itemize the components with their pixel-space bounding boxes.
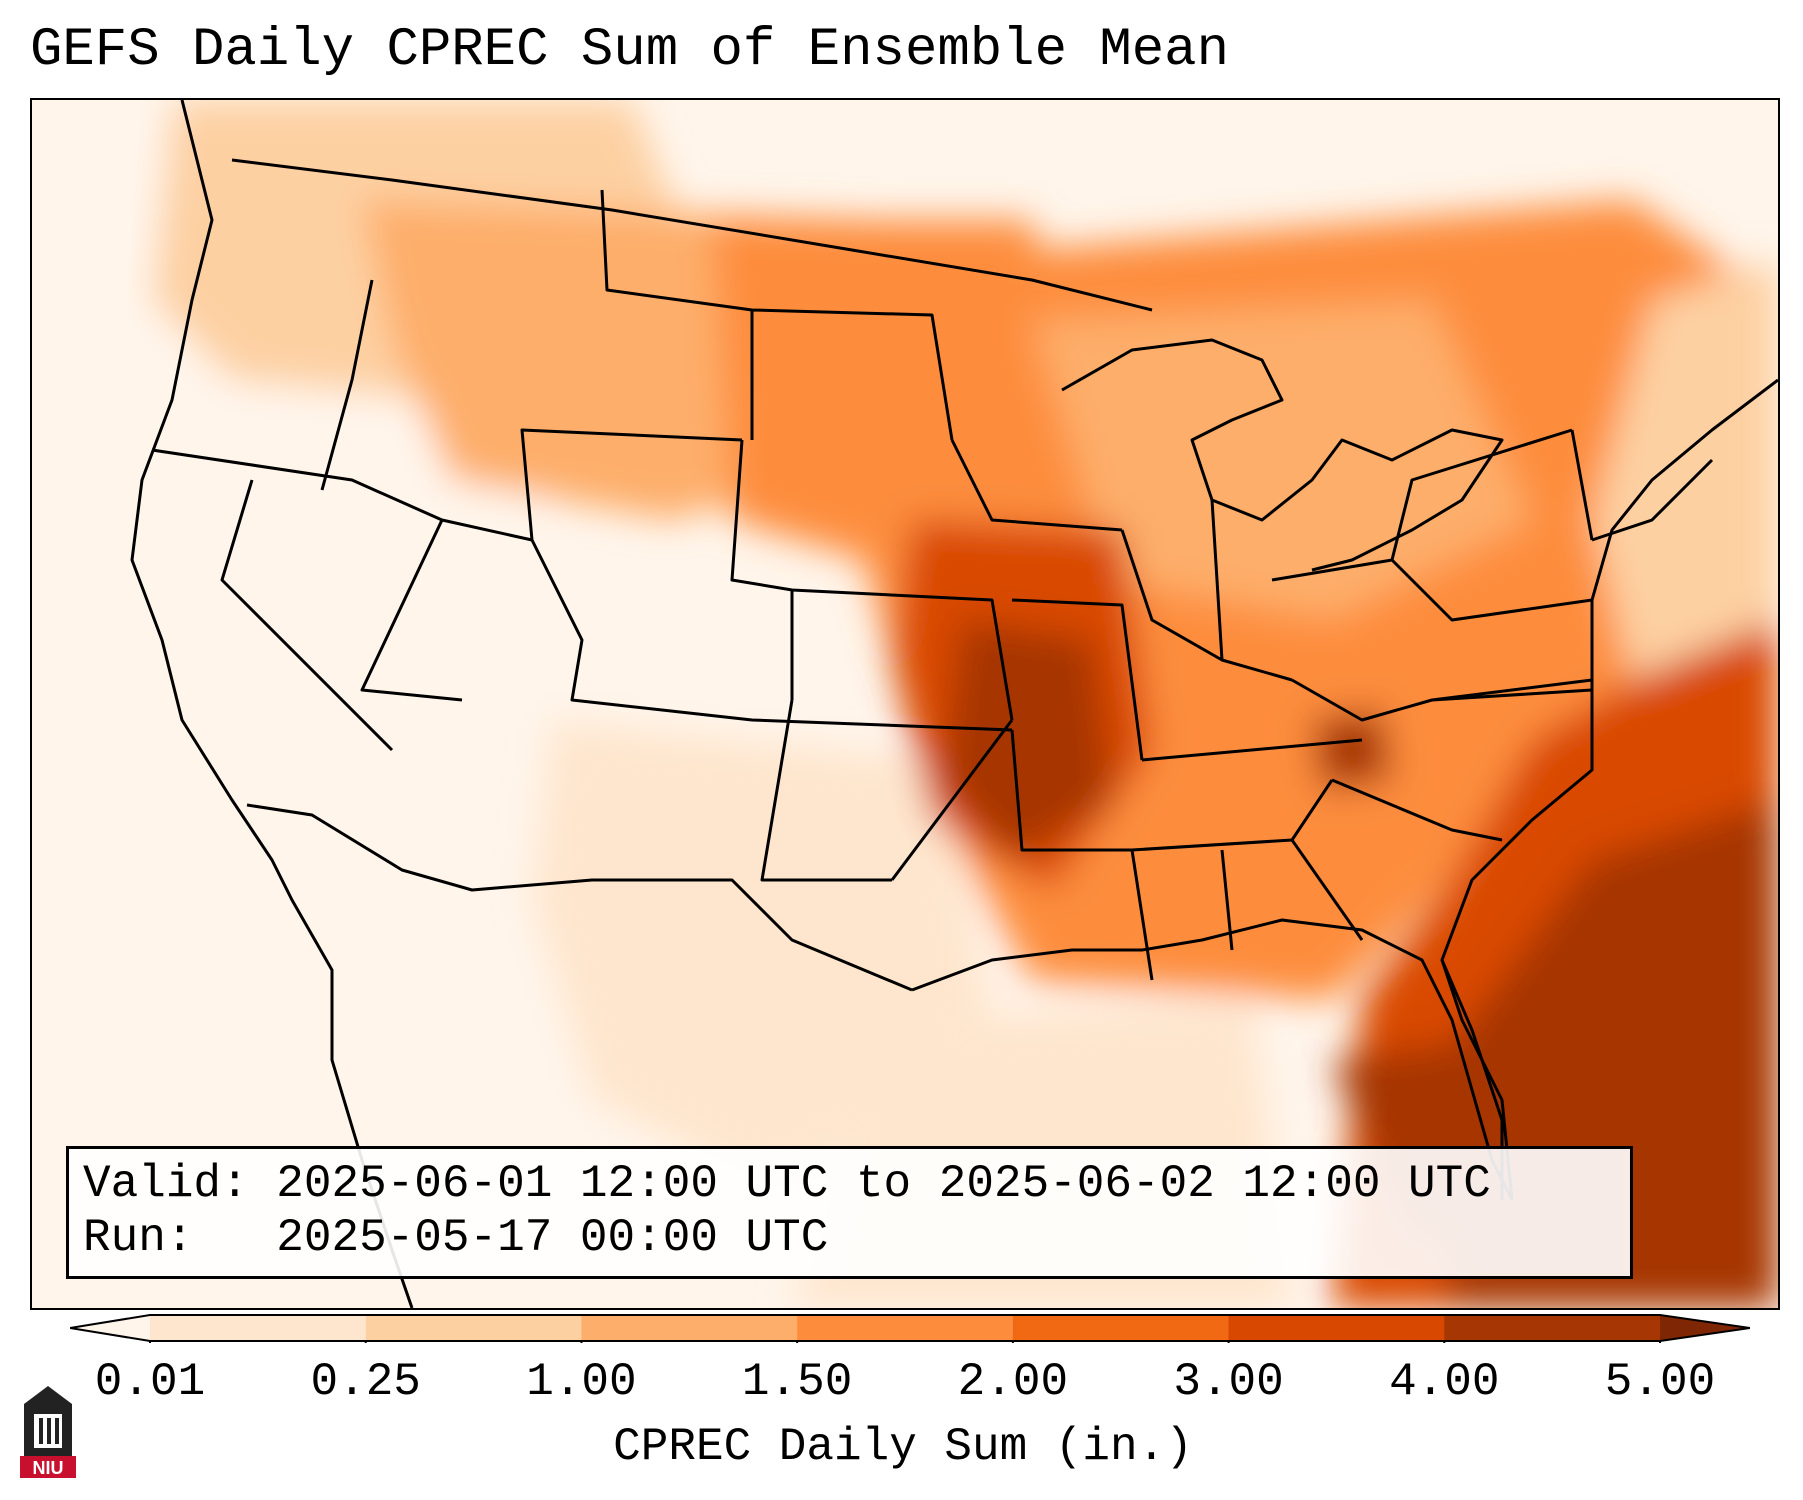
boundary-lines [130,100,1778,1308]
state-lines [151,189,1714,981]
logo-text: NIU [33,1458,64,1478]
colorbar-tick-label: 1.00 [526,1356,637,1408]
colorbar-tick-label: 3.00 [1173,1356,1284,1408]
colorbar-segment [365,1315,582,1341]
precip-zone-max [942,620,1112,860]
map-panel [30,98,1780,1310]
border-mexico [246,803,913,992]
colorbar-title: CPREC Daily Sum (in.) [613,1421,1193,1473]
colorbar-tick-label: 0.01 [94,1356,206,1408]
colorbar-segment [797,1315,1014,1341]
border-canada [231,158,1153,312]
colorbar-segment [581,1315,798,1341]
great-lakes [1061,338,1504,572]
precip-zone-kentucky [1312,710,1392,790]
colorbar-outline [70,1314,1750,1342]
coastline-atlantic [1440,378,1778,1201]
colorbar-segment [1012,1315,1230,1341]
colorbar-extend-high [1660,1315,1750,1341]
colorbar-tick-label: 1.50 [741,1356,853,1408]
colorbar-tick-label: 5.00 [1604,1356,1716,1408]
colorbar-segment [150,1315,367,1341]
precip-zone-great-lakes [1032,300,1532,620]
valid-run-info-box: Valid: 2025-06-01 12:00 UTC to 2025-06-0… [66,1146,1633,1279]
run-value: 2025-05-17 00:00 UTC [276,1212,829,1264]
coastline-gulf [911,918,1514,1201]
colorbar-tick-label: 2.00 [957,1356,1069,1408]
precip-map [32,100,1778,1308]
coastline-west [130,100,414,1308]
valid-value: 2025-06-01 12:00 UTC to 2025-06-02 12:00… [276,1158,1491,1210]
niu-logo: NIU [20,1386,76,1478]
precip-zone-northeast [1592,260,1778,680]
valid-label: Valid: [83,1158,249,1210]
colorbar-segment [1228,1315,1445,1341]
colorbar-extend-low [70,1315,150,1341]
pacific-ocean [32,100,362,1308]
colorbar-segment [1444,1315,1661,1341]
colorbar-tick-label: 0.25 [310,1356,421,1408]
colorbar-tick-label: 4.00 [1389,1356,1500,1408]
run-label: Run: [83,1212,194,1264]
page-title: GEFS Daily CPREC Sum of Ensemble Mean [30,20,1229,81]
colorbar [70,1314,1750,1343]
